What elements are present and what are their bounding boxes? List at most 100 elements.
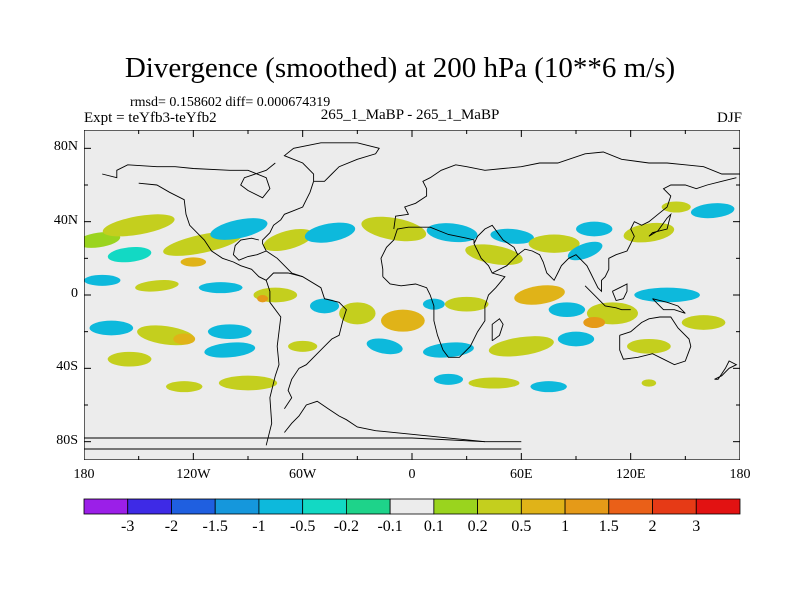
colorbar-level-label: -3 xyxy=(121,518,135,535)
coastline-13 xyxy=(648,212,672,237)
season-label: DJF xyxy=(716,110,742,126)
colorbar-level-label: -0.1 xyxy=(377,518,403,535)
anomaly-region-37 xyxy=(207,324,252,339)
coastline-10 xyxy=(393,151,740,230)
colorbar-swatch-10 xyxy=(520,498,566,515)
colorbar-swatch-5 xyxy=(302,498,347,515)
colorbar-swatch-2 xyxy=(171,498,216,515)
x-tick-label: 120E xyxy=(615,467,646,482)
anomaly-region-14 xyxy=(576,221,613,237)
anomaly-region-26 xyxy=(422,298,445,310)
tick-marks xyxy=(84,130,740,460)
coastline-5 xyxy=(262,181,315,278)
coastline-19 xyxy=(491,318,504,342)
colorbar-swatch-6 xyxy=(345,498,391,515)
anomaly-region-1 xyxy=(102,214,175,237)
colorbar-swatch-4 xyxy=(258,498,304,515)
chart-title: Divergence (smoothed) at 200 hPa (10**6 … xyxy=(124,52,676,84)
anomaly-region-32 xyxy=(634,287,700,303)
colorbar-level-label: 1.5 xyxy=(598,518,619,535)
anomaly-region-5 xyxy=(107,247,152,263)
anomaly-region-43 xyxy=(488,336,554,357)
anomaly-region-7 xyxy=(304,222,356,243)
anomaly-region-4 xyxy=(210,218,268,240)
colorbar-level-label: 0.1 xyxy=(423,518,444,535)
colorbar-level-label: 3 xyxy=(692,518,701,535)
anomaly-region-22 xyxy=(257,295,269,303)
anomaly-region-18 xyxy=(84,274,121,286)
colorbar-level-label: -0.2 xyxy=(333,518,360,535)
coastline-14 xyxy=(584,285,631,311)
coastline-7 xyxy=(283,142,380,182)
anomaly-region-11 xyxy=(490,228,535,244)
anomaly-region-49 xyxy=(433,373,464,385)
colorbar-swatch-1 xyxy=(127,498,172,515)
anomaly-region-25 xyxy=(381,309,425,332)
x-tick-label: 120W xyxy=(176,467,211,482)
colorbar-level-label: -1.5 xyxy=(202,518,228,535)
anomaly-region-48 xyxy=(468,377,520,389)
coastlines xyxy=(84,142,740,450)
coastline-15 xyxy=(611,283,628,302)
anomaly-region-0 xyxy=(84,232,121,248)
colorbar-level-label: 0.2 xyxy=(467,518,488,535)
anomaly-region-38 xyxy=(204,342,256,358)
y-tick-label: 40S xyxy=(56,359,78,375)
anomaly-region-42 xyxy=(423,342,474,358)
coastline-3 xyxy=(265,272,347,446)
anomaly-region-17 xyxy=(661,201,691,213)
anomaly-region-16 xyxy=(690,203,735,219)
y-tick-label: 80N xyxy=(53,139,78,155)
coastline-9 xyxy=(382,243,506,358)
anomaly-region-10 xyxy=(465,244,523,266)
anomaly-region-28 xyxy=(514,285,565,305)
x-tick-label: 60W xyxy=(289,467,317,482)
x-tick-label: 180 xyxy=(729,467,751,482)
map-background xyxy=(84,130,740,460)
y-tick-label: 80S xyxy=(56,432,78,448)
anomaly-region-29 xyxy=(548,302,586,317)
anomaly-region-47 xyxy=(166,381,203,393)
colorbar-swatch-3 xyxy=(214,498,260,515)
anomaly-region-36 xyxy=(173,333,196,345)
coastline-11 xyxy=(473,224,519,274)
anomaly-region-12 xyxy=(528,234,580,253)
y-tick-label: 0 xyxy=(71,286,78,301)
coastline-2 xyxy=(284,400,485,443)
map-plot xyxy=(84,130,740,460)
anomaly-region-44 xyxy=(557,331,595,347)
anomaly-region-24 xyxy=(339,302,376,325)
colorbar-level-label: -1 xyxy=(252,518,266,535)
anomaly-region-27 xyxy=(444,296,489,312)
anomaly-region-45 xyxy=(627,339,671,354)
colorbar-swatch-14 xyxy=(695,498,741,515)
coastline-16 xyxy=(652,298,686,314)
x-tick-label: 180 xyxy=(73,467,95,482)
anomaly-region-50 xyxy=(530,381,567,393)
y-tick-label: 40N xyxy=(53,212,78,228)
anomaly-region-40 xyxy=(288,340,318,352)
anomaly-region-23 xyxy=(309,298,340,314)
colorbar-level-label: 2 xyxy=(648,518,657,535)
coastline-18 xyxy=(714,360,738,380)
coastline-20 xyxy=(102,162,276,199)
coastline-6 xyxy=(232,237,267,261)
anomaly-region-6 xyxy=(263,228,313,252)
stats-text: rmsd= 0.158602 diff= 0.000674319 xyxy=(130,95,331,110)
coastline-4 xyxy=(138,182,267,281)
colorbar-level-label: -2 xyxy=(164,518,179,535)
case-label: 265_1_MaBP - 265_1_MaBP xyxy=(320,107,500,123)
anomaly-field xyxy=(84,201,735,393)
colorbar-swatch-12 xyxy=(608,498,653,515)
anomaly-region-8 xyxy=(361,216,427,242)
colorbar-swatch-0 xyxy=(83,498,129,515)
anomaly-region-31 xyxy=(583,317,606,328)
x-tick-label: 60E xyxy=(510,467,533,482)
anomaly-region-15 xyxy=(623,222,675,243)
colorbar-level-label: -0.5 xyxy=(289,518,316,535)
colorbar-level-label: 0.5 xyxy=(511,518,532,535)
anomaly-region-19 xyxy=(135,280,179,292)
colorbar-swatch-9 xyxy=(477,498,522,515)
anomaly-region-33 xyxy=(681,315,726,330)
coastline-17 xyxy=(619,316,692,366)
